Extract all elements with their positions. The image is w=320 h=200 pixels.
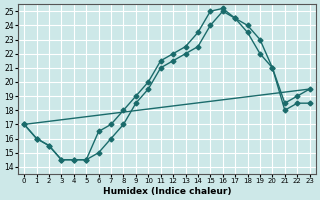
X-axis label: Humidex (Indice chaleur): Humidex (Indice chaleur) xyxy=(103,187,231,196)
